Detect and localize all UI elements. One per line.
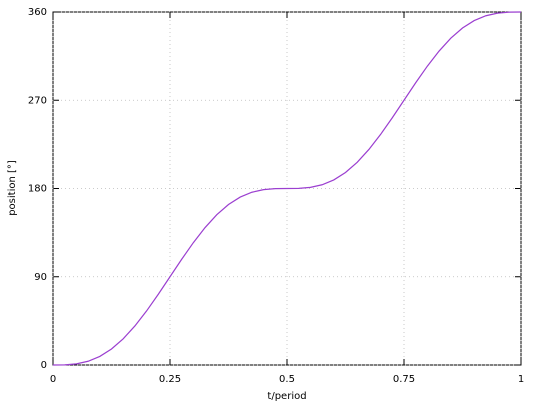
y-axis-label: position [°] — [7, 160, 18, 216]
y-tick-label: 0 — [41, 360, 47, 371]
x-tick-label: 1 — [518, 374, 524, 385]
y-tick-label: 270 — [28, 95, 47, 106]
y-tick-label: 90 — [34, 272, 47, 283]
y-tick-label: 180 — [28, 184, 47, 195]
x-axis-label: t/period — [267, 391, 306, 402]
x-tick-label: 0.25 — [159, 374, 181, 385]
x-tick-label: 0.75 — [393, 374, 415, 385]
x-tick-label: 0.5 — [279, 374, 295, 385]
x-tick-label: 0 — [50, 374, 56, 385]
y-tick-label: 360 — [28, 7, 47, 18]
data-line — [52, 11, 522, 366]
